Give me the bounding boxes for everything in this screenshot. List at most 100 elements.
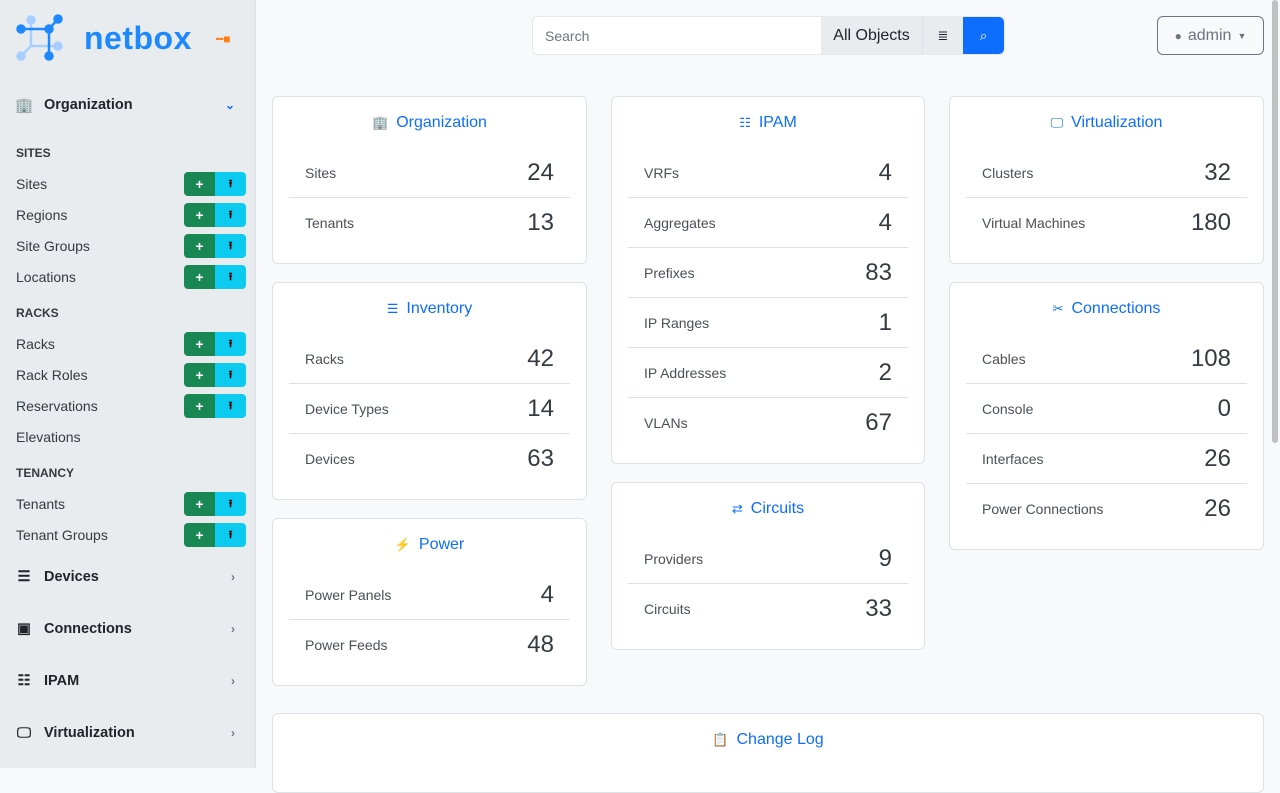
stat-count: 48 (527, 631, 554, 658)
stat-label[interactable]: Virtual Machines (982, 215, 1086, 231)
stat-row-virtual-machines[interactable]: Virtual Machines 180 (966, 198, 1247, 248)
pin-icon[interactable]: ━■ (216, 32, 231, 46)
import-button[interactable]: ⭱ (215, 363, 246, 387)
stat-row-clusters[interactable]: Clusters 32 (966, 148, 1247, 198)
stat-label[interactable]: Tenants (305, 215, 355, 231)
card-title[interactable]: Inventory (406, 299, 473, 317)
sidebar-group-ipam[interactable]: ☷ IPAM › (0, 655, 255, 707)
stat-row-power-feeds[interactable]: Power Feeds 48 (289, 620, 570, 670)
stat-label[interactable]: Power Panels (305, 586, 392, 603)
sidebar-item-racks[interactable]: Racks + ⭱ (0, 329, 255, 360)
stat-label[interactable]: Aggregates (644, 214, 716, 231)
stat-row-providers[interactable]: Providers 9 (628, 534, 908, 584)
sidebar-item-locations[interactable]: Locations + ⭱ (0, 262, 255, 293)
stat-label[interactable]: Devices (305, 451, 355, 467)
server-icon: ☰ (17, 568, 31, 585)
sidebar-group-devices[interactable]: ☰ Devices › (0, 551, 255, 603)
card-title[interactable]: IPAM (758, 113, 797, 131)
stat-row-power-panels[interactable]: Power Panels 4 (289, 570, 570, 620)
user-menu-button[interactable]: ● admin ▼ (1157, 16, 1264, 55)
sidebar-group-connections[interactable]: ▣ Connections › (0, 603, 255, 655)
scrollbar[interactable] (1272, 0, 1278, 443)
import-button[interactable]: ⭱ (215, 203, 246, 227)
stat-label[interactable]: Power Connections (982, 501, 1104, 517)
stat-row-vlans[interactable]: VLANs 67 (628, 398, 908, 448)
stat-row-ip-addresses[interactable]: IP Addresses 2 (628, 348, 908, 398)
stat-label[interactable]: Racks (305, 350, 344, 367)
sidebar-item-sites[interactable]: Sites + ⭱ (0, 169, 255, 200)
search-input[interactable] (533, 17, 821, 54)
stat-row-cables[interactable]: Cables 108 (966, 334, 1247, 384)
stat-label[interactable]: Cables (982, 350, 1026, 367)
sidebar-item-elevations[interactable]: Elevations (0, 422, 255, 453)
sidebar-item-tenants[interactable]: Tenants + ⭱ (0, 489, 255, 520)
sidebar-item-tenant-groups[interactable]: Tenant Groups + ⭱ (0, 520, 255, 551)
sidebar-group-virtualization[interactable]: 🖵 Virtualization › (0, 707, 255, 759)
import-button[interactable]: ⭱ (215, 394, 246, 418)
add-button[interactable]: + (184, 492, 215, 516)
stat-label[interactable]: VLANs (644, 415, 688, 431)
stat-label[interactable]: Console (982, 400, 1034, 417)
card-title[interactable]: Power (418, 535, 465, 553)
sidebar-item-label: Sites (16, 176, 48, 192)
sidebar-item-site-groups[interactable]: Site Groups + ⭱ (0, 231, 255, 262)
card-title[interactable]: Organization (396, 113, 487, 131)
stat-label[interactable]: VRFs (644, 164, 679, 181)
add-button[interactable]: + (184, 363, 215, 387)
stat-row-tenants[interactable]: Tenants 13 (289, 198, 570, 248)
stat-label[interactable]: Prefixes (644, 264, 695, 281)
stat-row-racks[interactable]: Racks 42 (289, 334, 570, 384)
netbox-logo[interactable]: netbox (16, 14, 192, 62)
stat-row-vrfs[interactable]: VRFs 4 (628, 148, 908, 198)
import-button[interactable]: ⭱ (215, 234, 246, 258)
import-button[interactable]: ⭱ (215, 523, 246, 547)
card-title[interactable]: Circuits (750, 499, 805, 517)
changelog-card: 📋 Change Log (272, 713, 1264, 793)
search-button[interactable]: ⌕ (963, 17, 1004, 54)
stat-label[interactable]: Interfaces (982, 450, 1044, 467)
add-button[interactable]: + (184, 394, 215, 418)
stat-row-sites[interactable]: Sites 24 (289, 148, 570, 198)
stat-row-aggregates[interactable]: Aggregates 4 (628, 198, 908, 248)
import-button[interactable]: ⭱ (215, 492, 246, 516)
add-button[interactable]: + (184, 332, 215, 356)
import-button[interactable]: ⭱ (215, 265, 246, 289)
stat-row-console[interactable]: Console 0 (966, 384, 1247, 434)
add-button[interactable]: + (184, 203, 215, 227)
stat-label[interactable]: IP Addresses (644, 364, 727, 381)
stat-label[interactable]: Circuits (644, 601, 691, 617)
import-button[interactable]: ⭱ (215, 172, 246, 196)
stat-row-device-types[interactable]: Device Types 14 (289, 384, 570, 434)
sidebar-item-reservations[interactable]: Reservations + ⭱ (0, 391, 255, 422)
add-button[interactable]: + (184, 172, 215, 196)
card-title[interactable]: Connections (1071, 299, 1161, 317)
stat-label[interactable]: Clusters (982, 164, 1034, 181)
card-title[interactable]: Virtualization (1071, 113, 1163, 131)
stat-row-prefixes[interactable]: Prefixes 83 (628, 248, 908, 298)
sidebar-group-organization[interactable]: 🏢 Organization ⌄ (0, 79, 255, 131)
stat-row-circuits[interactable]: Circuits 33 (628, 584, 908, 634)
stat-count: 4 (878, 158, 892, 186)
card-header: ☷ IPAM (612, 97, 924, 148)
sidebar-item-rack-roles[interactable]: Rack Roles + ⭱ (0, 360, 255, 391)
stat-count: 2 (878, 358, 892, 386)
filter-button[interactable]: ≣ (922, 17, 963, 54)
import-button[interactable]: ⭱ (215, 332, 246, 356)
card-rows: Providers 9 Circuits 33 (612, 534, 924, 634)
sidebar-item-regions[interactable]: Regions + ⭱ (0, 200, 255, 231)
stat-label[interactable]: Power Feeds (305, 637, 388, 653)
stat-row-interfaces[interactable]: Interfaces 26 (966, 434, 1247, 484)
add-button[interactable]: + (184, 234, 215, 258)
changelog-header: 📋 Change Log (273, 714, 1263, 765)
stat-row-power-connections[interactable]: Power Connections 26 (966, 484, 1247, 534)
stat-label[interactable]: Providers (644, 550, 704, 567)
stat-count: 63 (527, 445, 554, 472)
stat-row-ip-ranges[interactable]: IP Ranges 1 (628, 298, 908, 348)
object-type-selector[interactable]: All Objects (821, 17, 922, 54)
stat-row-devices[interactable]: Devices 63 (289, 434, 570, 484)
stat-label[interactable]: IP Ranges (644, 314, 710, 331)
stat-label[interactable]: Sites (305, 164, 337, 181)
stat-label[interactable]: Device Types (305, 400, 389, 417)
add-button[interactable]: + (184, 523, 215, 547)
add-button[interactable]: + (184, 265, 215, 289)
